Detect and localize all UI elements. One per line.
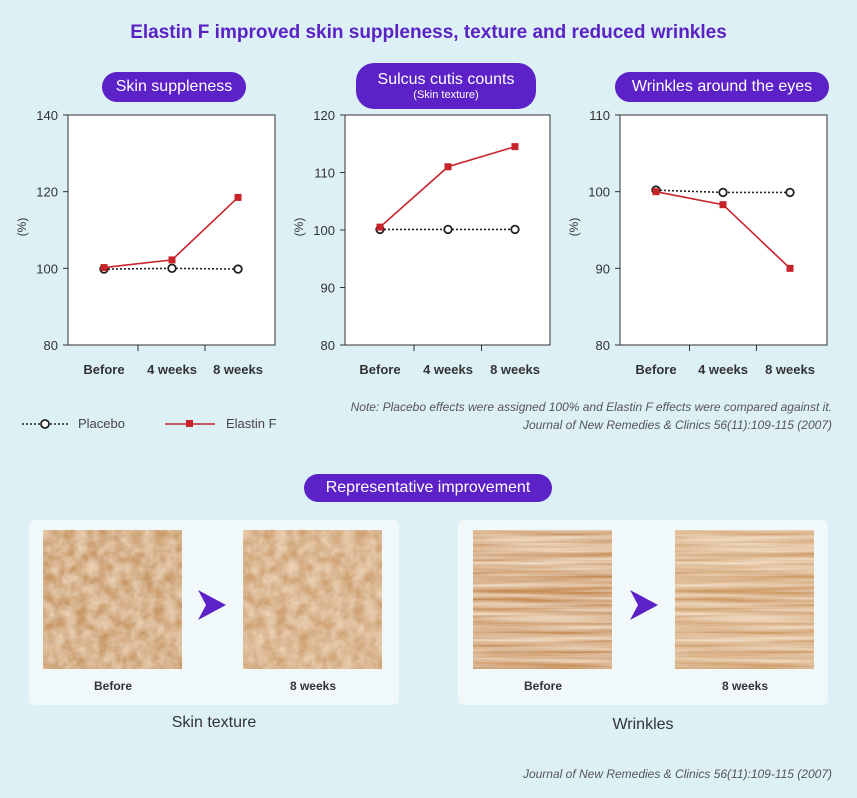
y-tick-label: 120 <box>313 108 335 123</box>
x-tick-label: 4 weeks <box>698 362 748 377</box>
arrow-right-icon <box>630 590 658 620</box>
y-axis-label: (%) <box>15 218 29 237</box>
elastin-data-point <box>168 256 176 264</box>
legend-placebo: Placebo <box>78 416 125 431</box>
page-title: Elastin F improved skin suppleness, text… <box>130 22 727 43</box>
texture-caption: Skin texture <box>171 714 257 731</box>
texture-before-label: Before <box>93 679 132 693</box>
legend-graphic <box>22 419 215 429</box>
x-tick-label: 8 weeks <box>765 362 815 377</box>
journal-reference-bottom: Journal of New Remedies & Clinics 56(11)… <box>522 767 832 781</box>
texture-after-label: 8 weeks <box>289 679 337 693</box>
y-tick-label: 100 <box>313 223 335 238</box>
placebo-data-point <box>233 264 243 274</box>
chart-subtitle-sulcus: (Skin texture) <box>413 88 479 101</box>
x-tick-label: Before <box>359 362 400 377</box>
chart-title-suppleness: Skin suppleness <box>102 72 246 102</box>
plot-area <box>67 114 276 346</box>
y-tick-label: 120 <box>36 185 58 200</box>
plot-area <box>619 114 828 346</box>
y-tick-label: 90 <box>321 281 335 296</box>
journal-reference-top: Journal of New Remedies & Clinics 56(11)… <box>522 418 832 432</box>
chart-title-sulcus-text: Sulcus cutis counts <box>377 71 515 89</box>
placebo-data-point <box>167 263 177 274</box>
placebo-data-point <box>510 224 520 235</box>
y-tick-label: 110 <box>589 108 610 123</box>
elastin-data-point <box>511 143 519 151</box>
elastin-data-point <box>100 264 108 272</box>
y-tick-label: 140 <box>36 108 58 123</box>
elastin-data-point <box>786 264 794 272</box>
y-axis-label: (%) <box>567 218 581 237</box>
chart-title-suppleness-text: Skin suppleness <box>115 78 233 96</box>
y-tick-label: 80 <box>321 338 335 353</box>
y-tick-label: 100 <box>588 185 610 200</box>
chart-title-wrinkles-text: Wrinkles around the eyes <box>631 78 813 96</box>
wrinkles-before-label: Before <box>523 679 562 693</box>
x-tick-label: 8 weeks <box>213 362 263 377</box>
representative-title-text: Representative improvement <box>325 479 531 497</box>
x-tick-label: 4 weeks <box>423 362 473 377</box>
elastin-data-point <box>719 201 727 209</box>
x-tick-label: Before <box>635 362 676 377</box>
arrow-right-icon <box>198 590 226 620</box>
placebo-data-point <box>718 187 728 198</box>
wrinkles-before-image <box>473 530 612 669</box>
wrinkles-after-image <box>675 530 814 669</box>
legend-elastin: Elastin F <box>226 416 277 431</box>
y-tick-label: 80 <box>596 338 610 353</box>
wrinkles-caption: Wrinkles <box>612 716 674 733</box>
x-tick-label: Before <box>83 362 124 377</box>
study-note: Note: Placebo effects were assigned 100%… <box>350 400 832 414</box>
x-tick-label: 4 weeks <box>147 362 197 377</box>
skin-texture-after-image <box>243 530 382 669</box>
y-tick-label: 80 <box>44 338 58 353</box>
elastin-data-point <box>376 223 384 231</box>
wrinkles-after-label: 8 weeks <box>721 679 769 693</box>
placebo-data-point <box>443 224 453 235</box>
y-tick-label: 110 <box>314 166 335 181</box>
representative-title: Representative improvement <box>304 474 552 502</box>
placebo-data-point <box>785 187 795 198</box>
chart-title-wrinkles: Wrinkles around the eyes <box>615 72 829 102</box>
y-tick-label: 100 <box>36 261 58 276</box>
chart-title-sulcus: Sulcus cutis counts (Skin texture) <box>356 63 536 109</box>
elastin-data-point <box>234 193 242 201</box>
x-tick-label: 8 weeks <box>490 362 540 377</box>
y-tick-label: 90 <box>596 261 610 276</box>
elastin-data-point <box>444 163 452 171</box>
skin-texture-before-image <box>43 530 182 669</box>
elastin-data-point <box>652 188 660 196</box>
line-charts: 80 100 120 140 Before 4 weeks 8 weeks (%) 80 90 10… <box>15 108 828 377</box>
y-axis-label: (%) <box>292 218 306 237</box>
